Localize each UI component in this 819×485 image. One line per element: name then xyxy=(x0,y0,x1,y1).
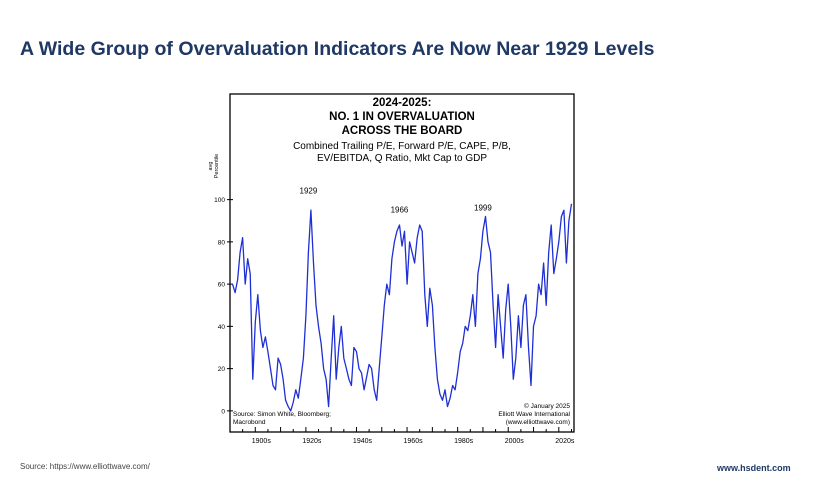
peak-annotation: 1929 xyxy=(300,187,318,196)
y-tick-label: 40 xyxy=(218,324,226,331)
chart-subtitle-line-2: EV/EBITDA, Q Ratio, Mkt Cap to GDP xyxy=(317,153,487,164)
slide-title: A Wide Group of Overvaluation Indicators… xyxy=(20,38,655,60)
y-axis-label-line-2: Percentile xyxy=(214,154,220,178)
y-tick-label: 20 xyxy=(218,366,226,373)
chart-title-line-3: ACROSS THE BOARD xyxy=(342,125,463,137)
chart-credit-line-3: (www.elliottwave.com) xyxy=(506,419,570,426)
x-tick-label: 1920s xyxy=(302,438,322,445)
x-tick-label: 1900s xyxy=(252,438,272,445)
x-tick-label: 2000s xyxy=(505,438,525,445)
chart-credit-line-1: © January 2025 xyxy=(524,402,570,410)
chart-source-line-2: Macrobond xyxy=(233,419,266,426)
site-url[interactable]: www.hsdent.com xyxy=(717,463,791,473)
series-line xyxy=(231,203,573,412)
y-axis-label-line-1: avg xyxy=(208,162,214,171)
x-tick-label: 1980s xyxy=(454,438,474,445)
y-tick-label: 0 xyxy=(221,408,225,415)
y-tick-label: 60 xyxy=(218,282,226,289)
x-tick-label: 2020s xyxy=(555,438,575,445)
chart-title-line-2: NO. 1 IN OVERVALUATION xyxy=(329,111,475,123)
chart-credit-line-2: Elliott Wave International xyxy=(498,411,570,418)
page-source: Source: https://www.elliottwave.com/ xyxy=(20,462,150,471)
chart-frame xyxy=(229,93,575,433)
chart-source-line-1: Source: Simon White, Bloomberg; xyxy=(233,411,331,418)
chart-container: 2024-2025: NO. 1 IN OVERVALUATION ACROSS… xyxy=(200,90,580,460)
overvaluation-chart: 2024-2025: NO. 1 IN OVERVALUATION ACROSS… xyxy=(208,93,575,445)
y-tick-label: 100 xyxy=(214,197,225,204)
x-tick-label: 1960s xyxy=(404,438,424,445)
chart-title-line-1: 2024-2025: xyxy=(373,97,432,109)
peak-annotation: 1966 xyxy=(391,206,409,215)
peak-annotation: 1999 xyxy=(474,204,492,213)
y-tick-label: 80 xyxy=(218,239,226,246)
chart-subtitle-line-1: Combined Trailing P/E, Forward P/E, CAPE… xyxy=(293,141,511,152)
x-tick-label: 1940s xyxy=(353,438,373,445)
